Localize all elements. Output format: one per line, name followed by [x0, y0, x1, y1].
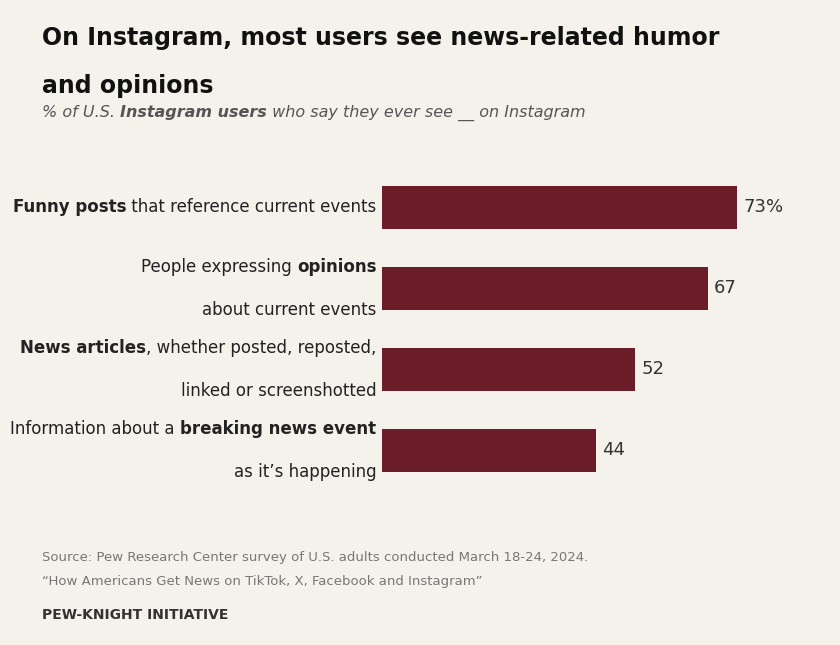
Text: “How Americans Get News on TikTok, X, Facebook and Instagram”: “How Americans Get News on TikTok, X, Fa… [42, 575, 482, 588]
Text: linked or screenshotted: linked or screenshotted [181, 382, 376, 401]
Text: News articles: News articles [20, 339, 146, 357]
Text: as it’s happening: as it’s happening [234, 463, 376, 481]
Text: and opinions: and opinions [42, 74, 213, 98]
Text: 67: 67 [714, 279, 737, 297]
Text: % of U.S.: % of U.S. [42, 105, 120, 121]
Text: 73%: 73% [743, 199, 784, 217]
Bar [382, 268, 708, 310]
Text: 52: 52 [641, 361, 664, 379]
Text: Source: Pew Research Center survey of U.S. adults conducted March 18-24, 2024.: Source: Pew Research Center survey of U.… [42, 551, 588, 564]
Text: PEW-KNIGHT INITIATIVE: PEW-KNIGHT INITIATIVE [42, 608, 228, 622]
Text: Instagram users: Instagram users [120, 105, 267, 121]
Text: opinions: opinions [297, 257, 376, 275]
Bar [382, 186, 738, 228]
Text: People expressing: People expressing [141, 257, 297, 275]
Text: On Instagram, most users see news-related humor: On Instagram, most users see news-relate… [42, 26, 719, 50]
Text: that reference current events: that reference current events [126, 199, 376, 217]
Bar [382, 348, 635, 390]
Text: 44: 44 [602, 441, 625, 459]
Text: about current events: about current events [202, 301, 376, 319]
Text: who say they ever see __ on Instagram: who say they ever see __ on Instagram [267, 104, 585, 121]
Text: breaking news event: breaking news event [181, 419, 376, 437]
Bar [382, 430, 596, 471]
Text: , whether posted, reposted,: , whether posted, reposted, [146, 339, 376, 357]
Text: Information about a: Information about a [10, 419, 181, 437]
Text: Funny posts: Funny posts [13, 199, 126, 217]
